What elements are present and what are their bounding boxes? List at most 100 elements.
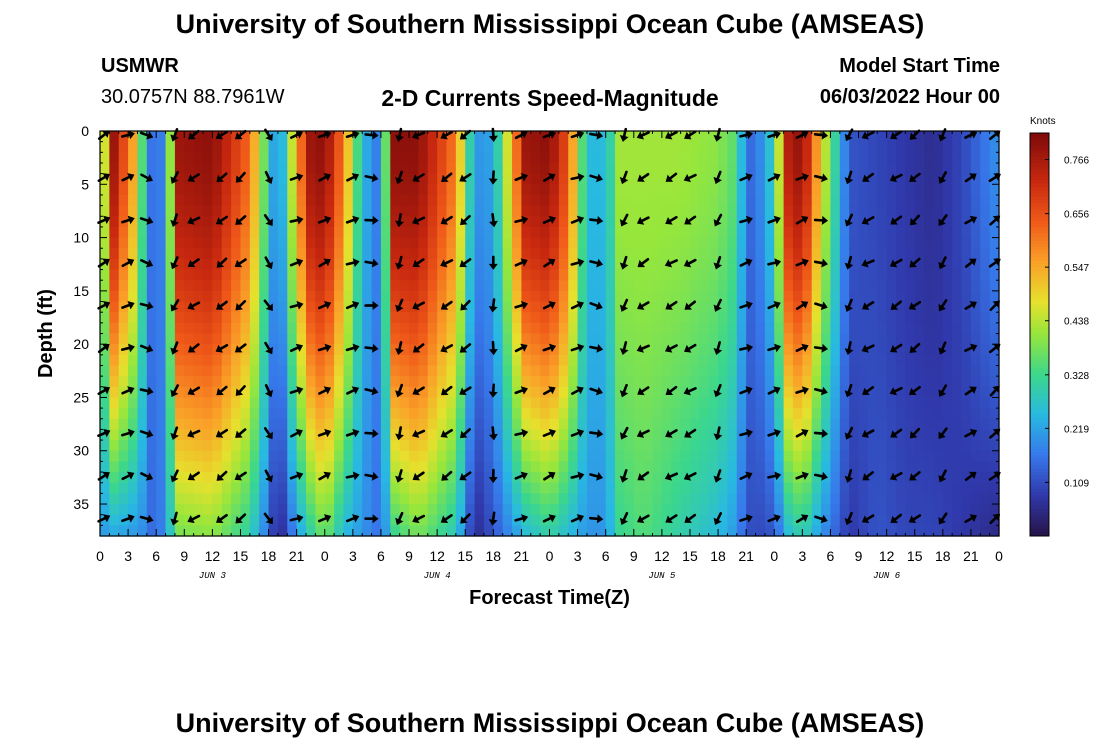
- heatmap-cell: [259, 461, 270, 473]
- current-arrow: [170, 511, 179, 526]
- heatmap-cell: [727, 429, 738, 441]
- current-arrow: [767, 173, 781, 182]
- current-arrow: [215, 428, 229, 438]
- heatmap-cell: [418, 269, 429, 281]
- heatmap-cell: [399, 301, 410, 313]
- current-arrow-head: [745, 258, 753, 267]
- heatmap-cell: [989, 440, 1000, 452]
- current-arrow-head: [520, 386, 528, 395]
- current-arrow: [795, 514, 809, 524]
- current-arrow-head: [395, 304, 404, 312]
- current-arrow: [364, 386, 379, 396]
- heatmap-cell: [877, 472, 888, 484]
- heatmap-cell: [109, 162, 120, 175]
- heatmap-cell: [174, 333, 185, 345]
- heatmap-cell: [100, 173, 110, 185]
- heatmap-cell: [577, 376, 588, 388]
- heatmap-cell: [306, 301, 316, 313]
- heatmap-cell: [174, 365, 185, 377]
- heatmap-cell: [483, 131, 494, 143]
- heatmap-cell: [970, 205, 981, 217]
- current-arrow-head: [440, 430, 448, 438]
- heatmap-cell: [867, 408, 878, 420]
- heatmap-cell: [586, 226, 597, 239]
- current-arrow-head: [821, 343, 829, 353]
- heatmap-cell: [165, 280, 176, 292]
- heatmap-cell: [380, 493, 391, 505]
- heatmap-cell: [418, 205, 429, 217]
- heatmap-cell: [877, 386, 888, 399]
- heatmap-cell: [259, 514, 270, 526]
- current-arrow-head: [773, 130, 781, 140]
- heatmap-cell: [483, 173, 494, 185]
- heatmap-cell: [212, 333, 223, 345]
- heatmap-cell: [886, 376, 897, 388]
- heatmap-cell: [203, 525, 213, 537]
- heatmap-cell: [259, 184, 270, 196]
- heatmap-cell: [184, 312, 195, 324]
- current-arrow-head: [968, 471, 977, 480]
- heatmap-cell: [437, 440, 448, 452]
- heatmap-cell: [877, 205, 888, 217]
- heatmap-cell: [886, 482, 897, 494]
- heatmap-cell: [989, 312, 1000, 324]
- heatmap-cell: [802, 376, 813, 388]
- current-arrow-head: [216, 515, 224, 523]
- heatmap-cell: [596, 504, 607, 516]
- heatmap-cell: [924, 173, 935, 185]
- current-arrow: [683, 472, 697, 481]
- heatmap-cell: [483, 312, 494, 324]
- heatmap-cell: [493, 269, 504, 281]
- heatmap-cell: [746, 354, 757, 367]
- heatmap-cell: [362, 301, 373, 313]
- current-arrow: [488, 213, 498, 228]
- heatmap-cell: [493, 162, 504, 175]
- heatmap-cell: [530, 482, 541, 494]
- heatmap-cell: [671, 258, 682, 271]
- heatmap-cell: [615, 418, 626, 431]
- heatmap-cell: [746, 418, 757, 431]
- heatmap-cell: [306, 514, 316, 526]
- heatmap-cell: [362, 429, 373, 441]
- heatmap-cell: [661, 504, 672, 516]
- heatmap-cell: [652, 194, 663, 207]
- heatmap-cell: [362, 472, 373, 484]
- heatmap-cell: [240, 237, 251, 249]
- heatmap-cell: [296, 429, 307, 441]
- current-arrow-head: [713, 304, 722, 312]
- heatmap-cell: [802, 141, 813, 153]
- current-arrow-head: [773, 428, 781, 438]
- current-arrow-head: [636, 216, 645, 225]
- heatmap-cell: [558, 205, 569, 217]
- heatmap-cell: [895, 504, 906, 516]
- heatmap-cell: [540, 184, 551, 196]
- heatmap-cell: [849, 205, 860, 217]
- x-axis-ticks: [99, 131, 1000, 536]
- heatmap-cell: [624, 376, 635, 388]
- heatmap-cell: [933, 376, 944, 388]
- heatmap-cell: [334, 162, 345, 175]
- heatmap-cell: [390, 237, 401, 249]
- heatmap-cell: [174, 386, 185, 399]
- current-arrow-head: [459, 259, 468, 268]
- heatmap-cell: [924, 461, 935, 473]
- current-arrow-head: [295, 130, 303, 139]
- heatmap-cell: [231, 269, 242, 281]
- heatmap-cell: [118, 194, 129, 207]
- heatmap-cell: [203, 322, 213, 335]
- current-arrow: [188, 129, 200, 140]
- heatmap-cell: [427, 152, 438, 164]
- heatmap-cell: [540, 525, 551, 537]
- current-arrow: [289, 215, 304, 225]
- heatmap-cell: [746, 386, 757, 399]
- x-tick-label: 3: [124, 548, 132, 564]
- current-arrow: [767, 386, 781, 395]
- heatmap-cell: [755, 248, 766, 260]
- heatmap-cell: [100, 493, 110, 505]
- heatmap-cell: [849, 514, 860, 526]
- current-arrow-head: [188, 345, 196, 353]
- current-arrow: [589, 258, 604, 268]
- current-arrow-head: [665, 430, 673, 438]
- heatmap-cell: [324, 280, 335, 292]
- heatmap-cell: [849, 418, 860, 431]
